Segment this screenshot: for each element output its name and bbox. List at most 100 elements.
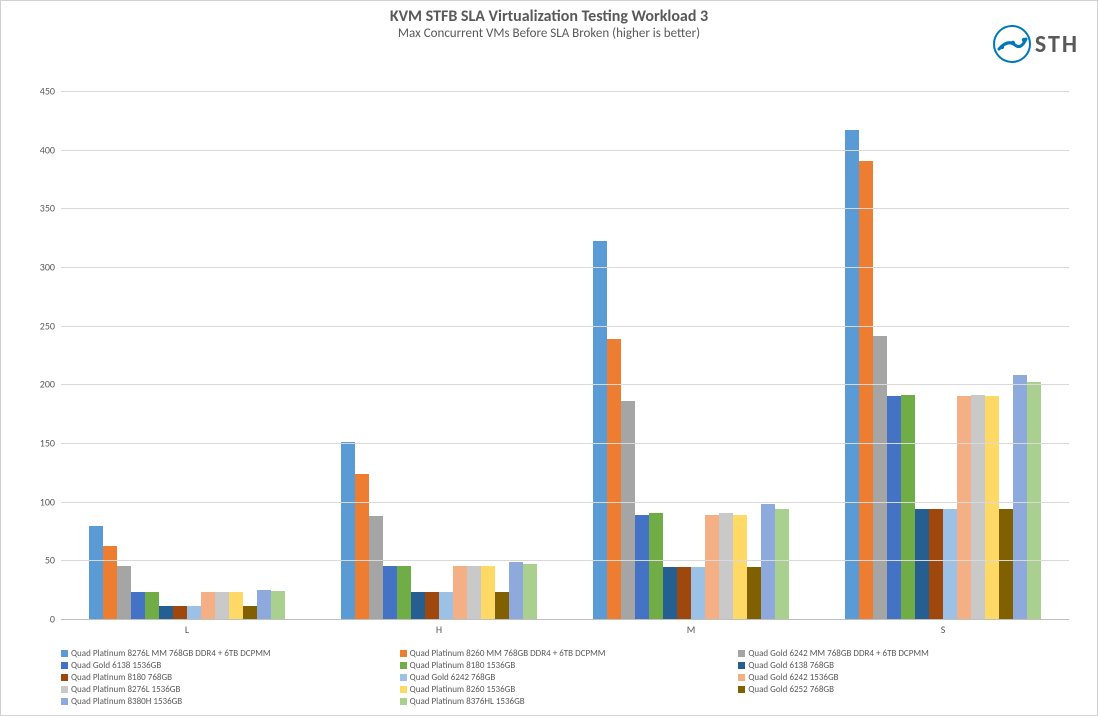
legend-swatch <box>400 698 407 705</box>
gridline <box>61 502 1069 503</box>
legend-label: Quad Platinum 8180 768GB <box>71 672 172 683</box>
legend-item: Quad Gold 6242 MM 768GB DDR4 + 6TB DCPMM <box>738 648 1069 659</box>
y-tick-label: 0 <box>23 613 55 626</box>
bar <box>929 509 943 619</box>
bar <box>663 567 677 619</box>
bar <box>943 509 957 619</box>
gridline <box>61 91 1069 92</box>
bar <box>733 515 747 619</box>
gridline <box>61 560 1069 561</box>
bar <box>719 513 733 619</box>
x-tick-label: S <box>941 619 946 636</box>
legend-item: Quad Gold 6138 768GB <box>738 660 1069 671</box>
bar <box>621 401 635 619</box>
bar <box>397 566 411 619</box>
bar <box>747 567 761 619</box>
bar <box>859 161 873 619</box>
title-block: KVM STFB SLA Virtualization Testing Work… <box>1 1 1097 41</box>
x-tick-label: M <box>687 619 696 636</box>
bar <box>607 339 621 619</box>
legend-label: Quad Platinum 8276L MM 768GB DDR4 + 6TB … <box>71 648 271 659</box>
legend-label: Quad Platinum 8380H 1536GB <box>71 696 182 707</box>
y-tick-label: 250 <box>23 319 55 332</box>
bar <box>523 564 537 619</box>
legend-swatch <box>400 686 407 693</box>
gridline <box>61 384 1069 385</box>
bar <box>257 590 271 619</box>
bar <box>243 606 257 619</box>
bar <box>761 504 775 619</box>
legend-swatch <box>61 662 68 669</box>
legend: Quad Platinum 8276L MM 768GB DDR4 + 6TB … <box>61 646 1069 709</box>
legend-item: Quad Gold 6242 1536GB <box>738 672 1069 683</box>
bar <box>985 396 999 619</box>
bar <box>117 566 131 619</box>
bar <box>131 592 145 619</box>
sth-logo: STH <box>993 25 1079 63</box>
legend-item: Quad Gold 6252 768GB <box>738 684 1069 695</box>
gridline <box>61 150 1069 151</box>
bar <box>229 592 243 619</box>
bar <box>383 566 397 619</box>
legend-swatch <box>61 650 68 657</box>
bar <box>1027 382 1041 619</box>
legend-swatch <box>738 662 745 669</box>
bar <box>341 442 355 619</box>
gridline <box>61 443 1069 444</box>
bar <box>509 562 523 619</box>
legend-swatch <box>738 686 745 693</box>
bar <box>411 592 425 619</box>
plot-area: 050100150200250300350400450LHMS <box>61 91 1069 619</box>
legend-item: Quad Gold 6138 1536GB <box>61 660 392 671</box>
y-tick-label: 200 <box>23 378 55 391</box>
bar <box>215 592 229 619</box>
bar <box>187 606 201 619</box>
chart-container: KVM STFB SLA Virtualization Testing Work… <box>0 0 1098 716</box>
sth-logo-text: STH <box>1035 30 1079 59</box>
legend-swatch <box>400 674 407 681</box>
bar <box>845 130 859 619</box>
bar <box>775 509 789 619</box>
bar <box>971 395 985 619</box>
bar <box>425 592 439 619</box>
legend-swatch <box>400 650 407 657</box>
y-tick-label: 300 <box>23 261 55 274</box>
bar <box>495 592 509 619</box>
bar <box>677 567 691 619</box>
legend-label: Quad Platinum 8376HL 1536GB <box>410 696 525 707</box>
bar <box>915 509 929 619</box>
legend-label: Quad Platinum 8180 1536GB <box>410 660 516 671</box>
bar <box>873 336 887 619</box>
bar <box>89 526 103 619</box>
y-tick-label: 450 <box>23 85 55 98</box>
legend-swatch <box>61 698 68 705</box>
y-tick-label: 150 <box>23 437 55 450</box>
bar <box>1013 375 1027 619</box>
bars-layer <box>61 91 1069 619</box>
legend-swatch <box>738 674 745 681</box>
bar <box>369 516 383 619</box>
bar <box>999 509 1013 619</box>
legend-item: Quad Platinum 8276L MM 768GB DDR4 + 6TB … <box>61 648 392 659</box>
bar <box>957 396 971 619</box>
legend-item: Quad Platinum 8380H 1536GB <box>61 696 392 707</box>
legend-item: Quad Platinum 8180 768GB <box>61 672 392 683</box>
legend-label: Quad Gold 6138 768GB <box>748 660 834 671</box>
legend-item: Quad Gold 6242 768GB <box>400 672 731 683</box>
legend-label: Quad Gold 6242 1536GB <box>748 672 838 683</box>
legend-swatch <box>61 674 68 681</box>
y-tick-label: 100 <box>23 495 55 508</box>
bar <box>103 546 117 619</box>
gridline <box>61 267 1069 268</box>
bar <box>201 592 215 619</box>
bar <box>467 566 481 619</box>
bar <box>691 567 705 619</box>
y-tick-label: 400 <box>23 143 55 156</box>
legend-label: Quad Platinum 8276L 1536GB <box>71 684 180 695</box>
y-tick-label: 50 <box>23 554 55 567</box>
legend-label: Quad Gold 6138 1536GB <box>71 660 161 671</box>
legend-item: Quad Platinum 8180 1536GB <box>400 660 731 671</box>
gridline <box>61 619 1069 620</box>
legend-label: Quad Platinum 8260 1536GB <box>410 684 516 695</box>
sth-logo-icon <box>993 25 1031 63</box>
